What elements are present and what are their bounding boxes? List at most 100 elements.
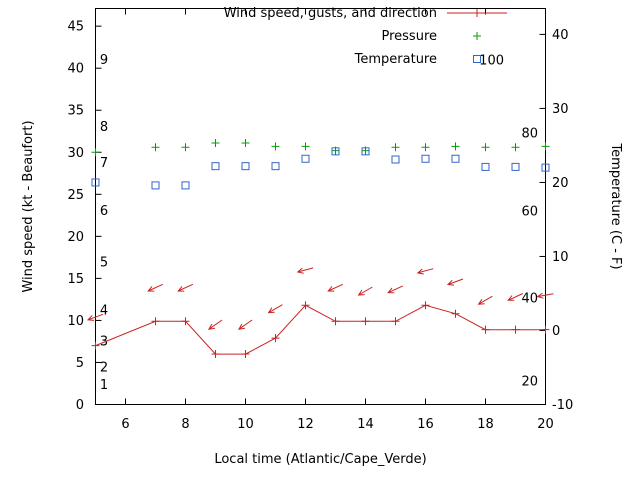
- y-right-tick-label: 10: [552, 250, 569, 265]
- x-tick-label: 10: [237, 417, 254, 432]
- wind-speed-marker: [301, 301, 310, 310]
- beaufort-label: 9: [100, 53, 108, 68]
- beaufort-label: 6: [100, 204, 108, 219]
- temperature-marker: [361, 147, 370, 156]
- y-right-tick-label: -10: [552, 398, 573, 413]
- wind-speed-marker: [211, 350, 220, 359]
- x-tick-label: 8: [181, 417, 189, 432]
- y-left-tick-label: 25: [67, 188, 84, 203]
- gust-direction-arrow: [446, 278, 464, 286]
- wind-speed-marker: [511, 325, 520, 334]
- fahrenheit-label: 80: [521, 127, 538, 142]
- gust-direction-arrow: [267, 304, 283, 314]
- pressure-marker: [481, 143, 490, 152]
- temperature-marker: [181, 181, 190, 190]
- y-right-tick-label: 30: [552, 102, 569, 117]
- temperature-marker: [211, 162, 220, 171]
- y-left-tick-label: 20: [67, 230, 84, 245]
- temperature-marker: [541, 163, 550, 172]
- pressure-marker: [211, 139, 220, 148]
- pressure-marker: [421, 143, 430, 152]
- pressure-marker: [271, 142, 280, 151]
- wind-speed-marker: [181, 317, 190, 326]
- legend-label-1: Pressure: [381, 29, 437, 44]
- gust-direction-arrow: [507, 293, 524, 301]
- pressure-marker: [451, 142, 460, 151]
- gust-direction-arrow: [207, 319, 223, 330]
- fahrenheit-label: 100: [479, 53, 504, 68]
- legend-label-0: Wind speed, gusts, and direction: [224, 6, 437, 21]
- temperature-marker: [271, 162, 280, 171]
- legend-plus-sample: [473, 9, 481, 17]
- gust-direction-arrow: [536, 292, 554, 299]
- wind-speed-marker: [451, 309, 460, 318]
- legend-square-sample: [473, 55, 481, 63]
- wind-speed-marker: [361, 317, 370, 326]
- gust-direction-arrow: [357, 286, 373, 296]
- beaufort-label: 8: [100, 120, 108, 135]
- y-left-tick-label: 40: [67, 62, 84, 77]
- fahrenheit-label: 20: [521, 375, 538, 390]
- temperature-marker: [91, 178, 100, 187]
- beaufort-label: 5: [100, 255, 108, 270]
- beaufort-label: 4: [100, 303, 108, 318]
- y-left-tick-label: 30: [67, 146, 84, 161]
- x-tick-label: 16: [417, 417, 434, 432]
- x-tick-label: 12: [297, 417, 314, 432]
- temperature-marker: [421, 154, 430, 163]
- gust-direction-arrow: [416, 268, 434, 275]
- gust-direction-arrow: [237, 319, 253, 330]
- wind-speed-marker: [541, 325, 550, 334]
- x-axis-title: Local time (Atlantic/Cape_Verde): [214, 452, 426, 467]
- pressure-marker: [511, 143, 520, 152]
- y-left-tick-label: 45: [67, 20, 84, 35]
- pressure-marker: [541, 142, 550, 151]
- y-right-tick-label: 40: [552, 28, 569, 43]
- y-left-tick-label: 0: [76, 398, 84, 413]
- wind-speed-line: [95, 304, 546, 355]
- wind-speed-marker: [391, 317, 400, 326]
- wind-speed-marker: [151, 317, 160, 326]
- pressure-marker: [91, 148, 100, 157]
- temperature-marker: [481, 162, 490, 171]
- temperature-marker: [451, 154, 460, 163]
- wind-speed-marker: [271, 334, 280, 343]
- beaufort-label: 7: [100, 156, 108, 171]
- legend-plus-sample: [473, 32, 481, 40]
- pressure-marker: [241, 139, 250, 148]
- y-left-tick-label: 15: [67, 272, 84, 287]
- y-left-tick-label: 35: [67, 104, 84, 119]
- legend-label-2: Temperature: [354, 52, 437, 67]
- temperature-marker: [331, 147, 340, 156]
- x-tick-label: 6: [121, 417, 129, 432]
- y-left-tick-label: 10: [67, 314, 84, 329]
- pressure-marker: [181, 143, 190, 152]
- y-right-axis-title: Temperature (C - F): [608, 142, 623, 269]
- y-right-tick-label: 0: [552, 324, 560, 339]
- temperature-marker: [391, 155, 400, 164]
- y-left-axis-title: Wind speed (kt - Beaufort): [21, 120, 36, 292]
- temperature-marker: [511, 162, 520, 171]
- pressure-marker: [301, 142, 310, 151]
- wind-speed-marker: [91, 341, 100, 350]
- gust-direction-arrow: [387, 285, 404, 294]
- gust-direction-arrow: [477, 295, 493, 305]
- fahrenheit-label: 40: [521, 292, 538, 307]
- beaufort-label: 1: [100, 378, 108, 393]
- temperature-marker: [151, 181, 160, 190]
- beaufort-label: 2: [100, 361, 108, 376]
- gust-direction-arrow: [86, 313, 104, 321]
- fahrenheit-label: 60: [521, 204, 538, 219]
- plot-border: [95, 8, 546, 405]
- wind-speed-marker: [481, 325, 490, 334]
- pressure-marker: [391, 143, 400, 152]
- wind-speed-marker: [241, 350, 250, 359]
- gust-direction-arrow: [147, 283, 164, 292]
- gust-direction-arrow: [177, 283, 194, 292]
- x-tick-label: 20: [537, 417, 554, 432]
- gust-direction-arrow: [327, 283, 344, 292]
- y-right-tick-label: 20: [552, 176, 569, 191]
- temperature-marker: [241, 162, 250, 171]
